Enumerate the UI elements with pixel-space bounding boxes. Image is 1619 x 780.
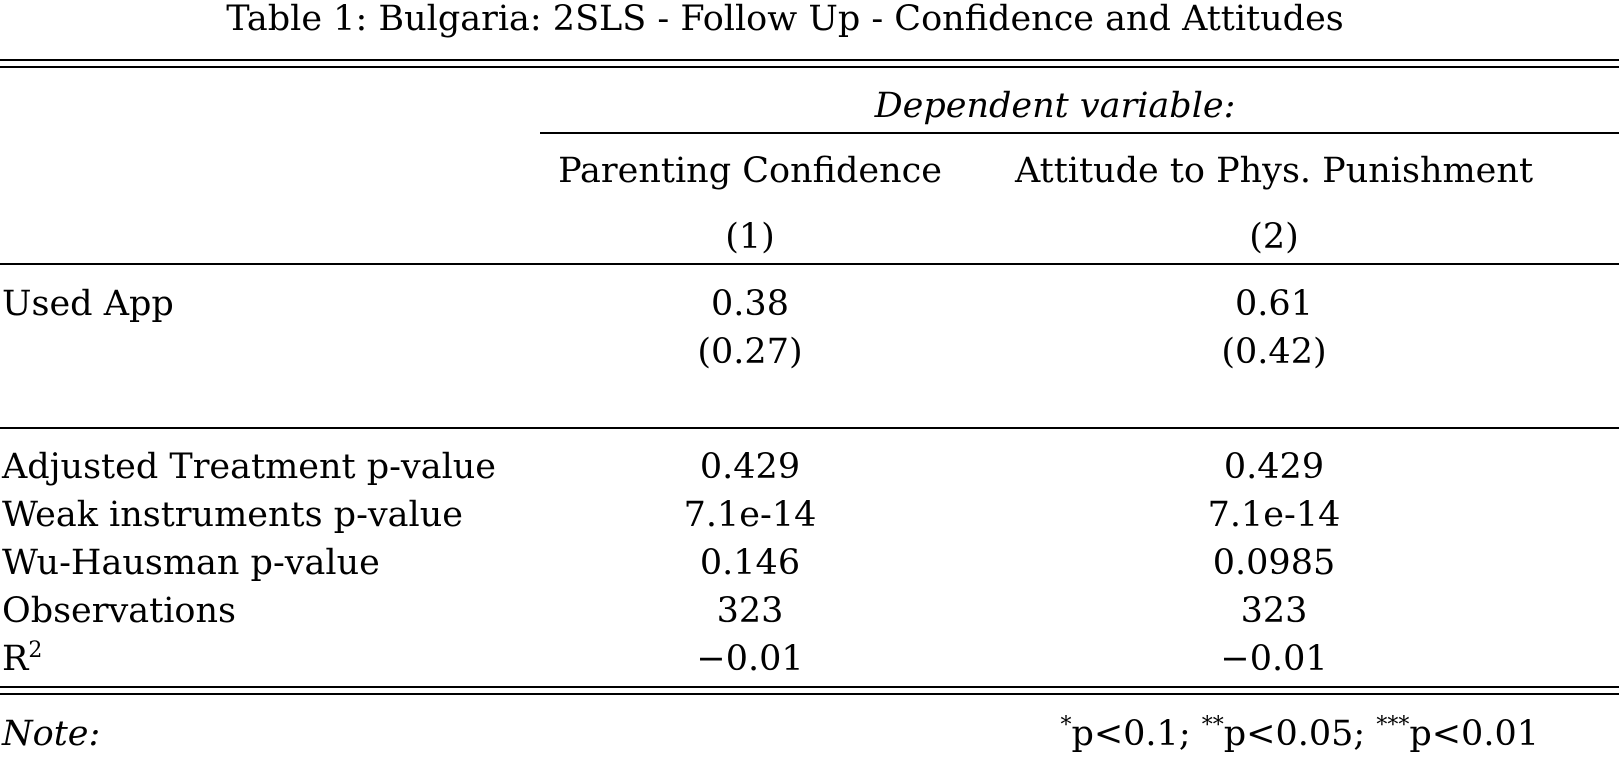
dependent-variable-underline [540, 132, 1619, 134]
dependent-variable-label: Dependent variable: [874, 86, 1236, 126]
stats-rule [0, 427, 1619, 429]
r-squared-superscript: 2 [28, 638, 43, 663]
stats-row-value: 0.429 [699, 447, 801, 487]
stats-row-value: 0.429 [1223, 447, 1325, 487]
r-squared-value-1: −0.01 [696, 639, 804, 679]
coef-estimate-1: 0.38 [711, 284, 789, 324]
note-label: Note: [2, 714, 101, 754]
stats-row-label: Adjusted Treatment p-value [2, 447, 497, 487]
r-squared-base: R [2, 639, 29, 679]
stats-row-value: 323 [716, 591, 784, 631]
sig-marker-1: * [1060, 713, 1072, 738]
column-number-2: (2) [1249, 217, 1299, 257]
coef-row-label: Used App [2, 284, 174, 324]
stats-row-label: Weak instruments p-value [2, 495, 463, 535]
sig-text-1: p<0.1; [1071, 714, 1202, 754]
sig-marker-2: ** [1201, 713, 1224, 738]
stats-row-label: Wu-Hausman p-value [2, 543, 380, 583]
top-rule-inner [0, 66, 1619, 68]
stats-row-value: 0.0985 [1212, 543, 1336, 583]
stats-row-value: 0.146 [699, 543, 801, 583]
coef-std-error-1: (0.27) [697, 332, 803, 372]
header-rule [0, 263, 1619, 265]
r-squared-value-2: −0.01 [1220, 639, 1328, 679]
coef-estimate-2: 0.61 [1235, 284, 1313, 324]
stats-row-value: 7.1e-14 [683, 495, 817, 535]
column-header-1: Parenting Confidence [558, 151, 942, 191]
stats-row-value: 323 [1240, 591, 1308, 631]
sig-marker-3: *** [1376, 713, 1410, 738]
bottom-rule-inner [0, 693, 1619, 695]
sig-text-2: p<0.05; [1223, 714, 1377, 754]
top-rule [0, 59, 1619, 61]
column-header-2: Attitude to Phys. Punishment [1014, 151, 1534, 191]
sig-text-3: p<0.01 [1409, 714, 1539, 754]
bottom-rule [0, 686, 1619, 688]
column-number-1: (1) [725, 217, 775, 257]
r-squared-label: R2 [2, 639, 42, 679]
coef-std-error-2: (0.42) [1221, 332, 1327, 372]
stats-row-label: Observations [2, 591, 236, 631]
stats-row-value: 7.1e-14 [1207, 495, 1341, 535]
table-title: Table 1: Bulgaria: 2SLS - Follow Up - Co… [226, 0, 1344, 39]
significance-legend: *p<0.1; **p<0.05; ***p<0.01 [1060, 714, 1539, 754]
